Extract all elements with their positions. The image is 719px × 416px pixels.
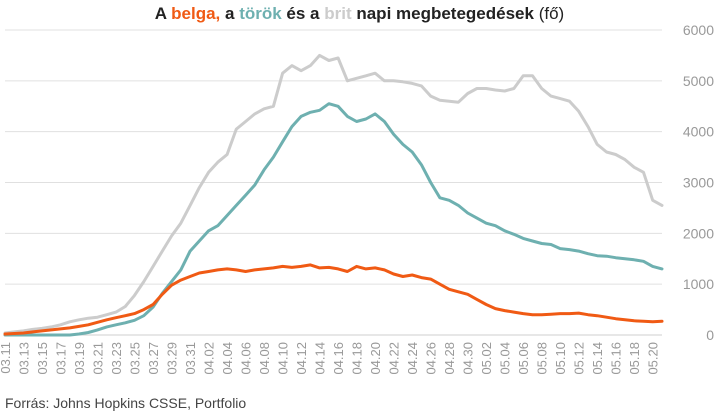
x-tick-label: 03.15: [35, 342, 50, 375]
title-british: brit: [324, 4, 352, 23]
x-tick-label: 03.29: [165, 342, 180, 375]
x-tick-label: 04.06: [239, 342, 254, 375]
title-prefix: A: [154, 4, 172, 23]
x-tick-label: 04.08: [257, 342, 272, 375]
title-belgian: belga,: [171, 4, 221, 23]
x-tick-label: 05.10: [553, 342, 568, 375]
x-tick-label: 03.25: [128, 342, 143, 375]
x-tick-label: 05.02: [479, 342, 494, 375]
x-tick-label: 05.08: [535, 342, 550, 375]
y-axis-ticks: 0 1000 2000 3000 4000 5000 6000: [683, 22, 714, 343]
y-tick-label: 3000: [683, 175, 714, 191]
series-lines: [3, 53, 664, 337]
x-tick-label: 04.04: [220, 342, 235, 375]
x-axis-ticks: 03.11 03.13 03.15 03.17 03.19 03.21 03.23 03.25…: [0, 342, 661, 375]
title-mid1: a: [220, 4, 240, 23]
x-tick-label: 03.21: [91, 342, 106, 375]
x-tick-label: 04.20: [368, 342, 383, 375]
source-note: Forrás: Johns Hopkins CSSE, Portfolio: [5, 395, 247, 411]
x-tick-label: 04.24: [405, 342, 420, 375]
x-tick-label: 04.12: [294, 342, 309, 375]
x-tick-label: 04.28: [442, 342, 457, 375]
y-tick-label: 4000: [683, 124, 714, 140]
x-tick-label: 04.10: [276, 342, 291, 375]
x-tick-label: 04.22: [387, 342, 402, 375]
x-tick-label: 05.20: [646, 342, 661, 375]
x-tick-label: 03.27: [146, 342, 161, 375]
x-tick-label: 03.13: [17, 342, 32, 375]
x-tick-label: 03.11: [0, 342, 13, 374]
gridlines: [5, 29, 662, 336]
series-line-török: [3, 102, 664, 337]
x-tick-label: 03.31: [183, 342, 198, 375]
y-tick-label: 6000: [683, 22, 714, 38]
x-tick-label: 04.16: [331, 342, 346, 375]
x-tick-label: 04.30: [461, 342, 476, 375]
series-line-brit: [3, 53, 664, 335]
title-suffix: napi megbetegedések: [351, 4, 534, 23]
x-tick-label: 05.14: [590, 342, 605, 375]
x-tick-label: 05.12: [572, 342, 587, 375]
title-turkish: török: [239, 4, 282, 23]
title-mid2: és a: [281, 4, 325, 23]
y-tick-label: 5000: [683, 73, 714, 89]
x-tick-label: 04.02: [202, 342, 217, 375]
y-tick-label: 1000: [683, 276, 714, 292]
x-tick-label: 03.23: [109, 342, 124, 375]
y-tick-label: 2000: [683, 225, 714, 241]
y-tick-label: 0: [706, 327, 714, 343]
x-tick-label: 05.06: [516, 342, 531, 375]
series-line-belga: [3, 263, 664, 336]
chart-title: A belga, a török és a brit napi megbeteg…: [0, 4, 719, 24]
x-tick-label: 04.26: [424, 342, 439, 375]
x-tick-label: 04.18: [350, 342, 365, 375]
x-tick-label: 03.19: [72, 342, 87, 375]
x-tick-label: 04.14: [313, 342, 328, 375]
title-unit: (fő): [533, 4, 565, 23]
x-tick-label: 05.04: [498, 342, 513, 375]
x-tick-label: 03.17: [54, 342, 69, 375]
x-tick-label: 05.18: [627, 342, 642, 375]
x-tick-label: 05.16: [609, 342, 624, 375]
